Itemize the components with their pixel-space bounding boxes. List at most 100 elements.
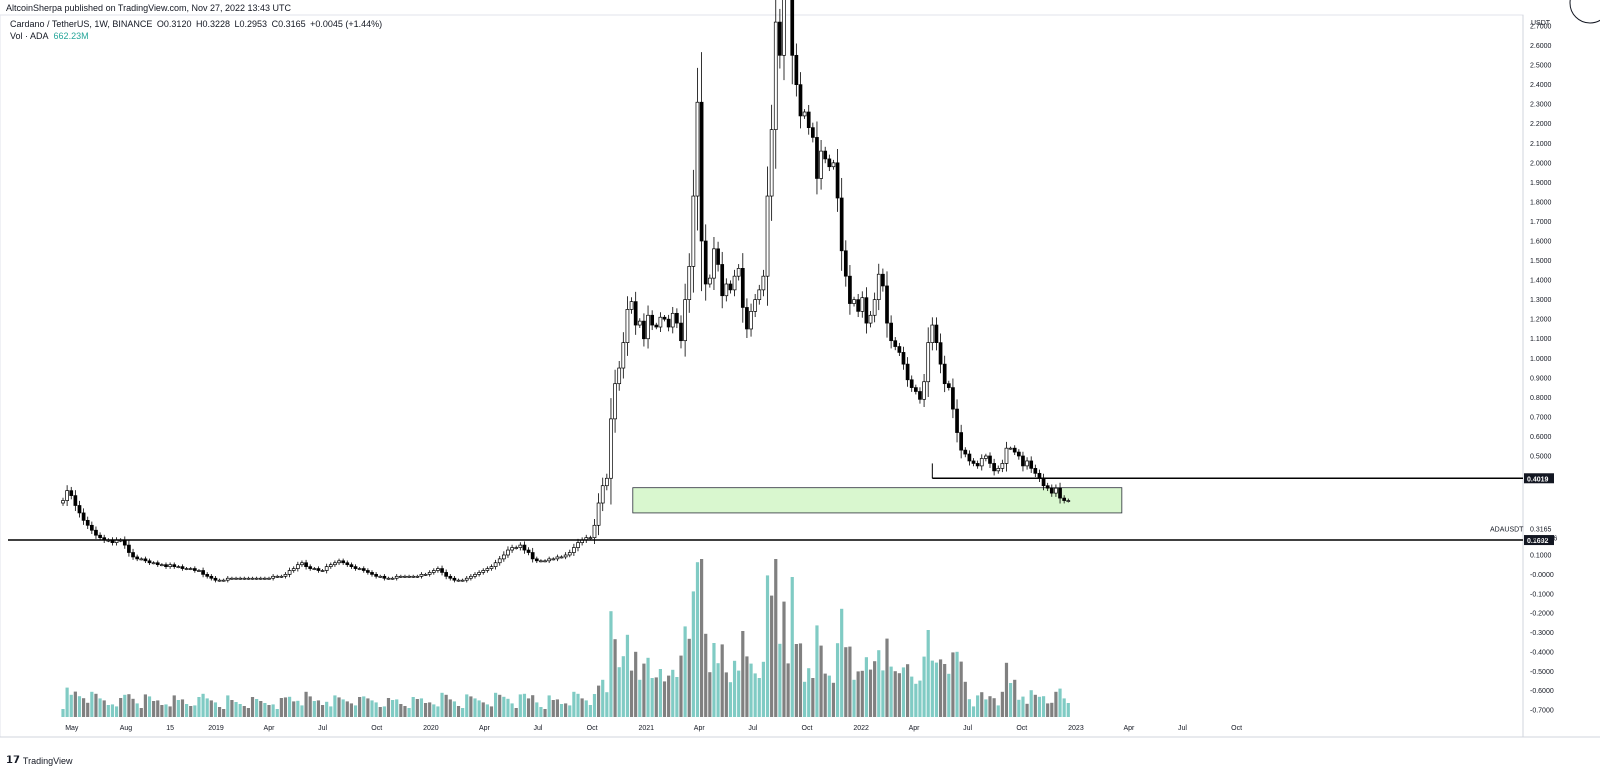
candle-body bbox=[596, 502, 601, 526]
volume-bar bbox=[1054, 691, 1058, 717]
volume-bar bbox=[119, 698, 123, 717]
volume-bar bbox=[984, 699, 988, 717]
candle-body bbox=[975, 463, 980, 467]
volume-bar bbox=[996, 705, 1000, 717]
volume-bar bbox=[205, 698, 209, 717]
x-tick-label: 2020 bbox=[423, 725, 439, 732]
candle-body bbox=[155, 562, 160, 566]
candle-body bbox=[295, 564, 300, 569]
y-tick-label: -0.5000 bbox=[1530, 669, 1554, 676]
candle-body bbox=[312, 568, 317, 570]
candle-body bbox=[184, 568, 189, 570]
volume-label: Vol · ADA bbox=[10, 31, 49, 41]
volume-bar bbox=[720, 644, 724, 717]
volume-bar bbox=[716, 663, 720, 717]
volume-bar bbox=[65, 687, 69, 717]
candle-body bbox=[765, 195, 770, 277]
volume-bar bbox=[613, 639, 617, 717]
volume-bar bbox=[901, 667, 906, 717]
x-tick-label: Apr bbox=[909, 725, 921, 732]
volume-bar bbox=[263, 703, 267, 717]
x-tick-label: Jul bbox=[963, 725, 972, 732]
x-tick-label: Oct bbox=[371, 725, 382, 732]
symbol-legend[interactable]: Cardano / TetherUS, 1W, BINANCE O0.3120 … bbox=[10, 19, 382, 29]
candle-body bbox=[147, 560, 152, 564]
candle-body bbox=[431, 570, 436, 573]
volume-bar bbox=[778, 643, 782, 717]
volume-bar bbox=[209, 700, 213, 717]
candle-body bbox=[209, 575, 214, 579]
volume-bar bbox=[428, 702, 432, 717]
candle-body bbox=[1016, 451, 1021, 457]
candle-body bbox=[386, 577, 391, 580]
candle-body bbox=[687, 266, 692, 300]
volume-bar bbox=[741, 631, 745, 717]
y-tick-label: 2.5000 bbox=[1530, 63, 1552, 70]
volume-bar bbox=[304, 691, 308, 717]
candle-body bbox=[699, 101, 704, 242]
volume-bar bbox=[481, 702, 485, 717]
volume-bar bbox=[1037, 696, 1042, 717]
candle-body bbox=[1049, 487, 1054, 494]
volume-bar bbox=[358, 697, 362, 717]
volume-bar bbox=[283, 697, 288, 717]
volume-bar bbox=[1025, 703, 1029, 717]
candle-body bbox=[172, 564, 177, 567]
footer-brand[interactable]: 𝟭𝟳 TradingView bbox=[6, 755, 72, 766]
candle-body bbox=[69, 490, 74, 496]
volume-bar bbox=[605, 692, 609, 717]
y-tick-label: -0.2000 bbox=[1530, 611, 1554, 618]
candle-body bbox=[514, 547, 519, 549]
volume-value: 662.23M bbox=[53, 31, 89, 41]
candle-body bbox=[905, 363, 910, 381]
volume-bar bbox=[1017, 699, 1021, 717]
volume-bar bbox=[943, 664, 947, 717]
volume-bar bbox=[1004, 662, 1009, 717]
volume-bar bbox=[465, 694, 469, 717]
volume-legend[interactable]: Vol · ADA 662.23M bbox=[10, 31, 89, 41]
candle-body bbox=[650, 314, 655, 326]
volume-bar bbox=[910, 676, 914, 717]
volume-bar bbox=[543, 709, 547, 717]
volume-bar bbox=[646, 657, 650, 717]
x-tick-label: Oct bbox=[1016, 725, 1027, 732]
candle-body bbox=[415, 575, 420, 578]
volume-bar bbox=[436, 706, 440, 717]
x-tick-label: Apr bbox=[1123, 725, 1135, 732]
candle-body bbox=[959, 432, 964, 451]
candle-body bbox=[942, 363, 947, 385]
candle-body bbox=[192, 568, 197, 571]
candle-body bbox=[370, 572, 374, 575]
candle-body bbox=[164, 564, 168, 567]
volume-bar bbox=[1066, 703, 1070, 717]
volume-bar bbox=[737, 670, 741, 717]
candle-body bbox=[77, 505, 82, 514]
volume-bar bbox=[123, 694, 127, 717]
candle-body bbox=[728, 283, 733, 291]
volume-bar bbox=[840, 608, 844, 717]
level-tag-bg bbox=[1524, 535, 1554, 546]
candle-body bbox=[740, 268, 745, 308]
candle-body bbox=[291, 568, 296, 571]
volume-bar bbox=[848, 646, 852, 717]
volume-bar bbox=[234, 702, 238, 717]
candle-body bbox=[225, 577, 230, 581]
x-tick-label: Apr bbox=[479, 725, 491, 732]
volume-bar bbox=[597, 685, 601, 717]
candle-body bbox=[971, 460, 976, 464]
volume-bar bbox=[308, 696, 312, 717]
volume-bar bbox=[275, 709, 279, 717]
volume-bar bbox=[827, 675, 831, 717]
candle-body bbox=[868, 314, 873, 324]
candle-body bbox=[217, 579, 222, 582]
candle-body bbox=[724, 283, 729, 297]
volume-bar bbox=[160, 705, 164, 717]
candle-body bbox=[271, 575, 275, 579]
volume-bar bbox=[844, 647, 848, 717]
volume-bar bbox=[395, 699, 399, 717]
volume-bar bbox=[473, 698, 477, 717]
candle-body bbox=[436, 568, 440, 571]
candle-body bbox=[267, 577, 271, 580]
volume-bar bbox=[407, 708, 411, 717]
